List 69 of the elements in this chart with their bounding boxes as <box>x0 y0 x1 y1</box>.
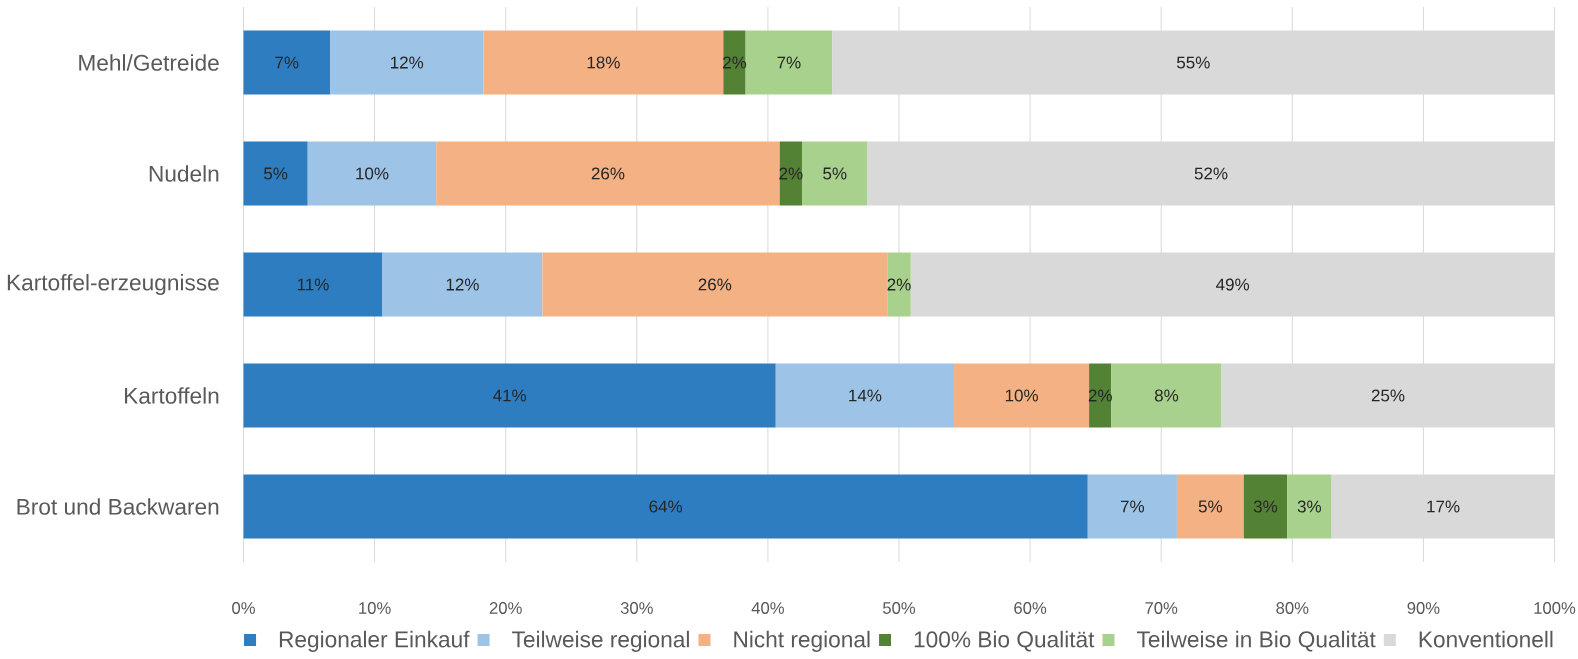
bar <box>330 30 484 95</box>
x-tick-label: 20% <box>489 602 522 614</box>
bar <box>542 252 888 317</box>
data-label: 3% <box>1297 500 1322 513</box>
x-tick-label: 100% <box>1534 602 1576 614</box>
y-tick-label: Mehl/Getreide <box>79 54 219 71</box>
bar <box>243 252 383 317</box>
data-label: 10% <box>356 167 389 180</box>
x-tick-label: 0% <box>232 602 255 614</box>
data-label: 25% <box>1371 389 1405 402</box>
x-tick-label: 40% <box>751 602 784 614</box>
bar <box>1111 363 1222 428</box>
x-tick-label: 80% <box>1276 602 1309 614</box>
data-label: 26% <box>698 278 732 291</box>
legend-label: Regionaler Einkauf <box>279 630 470 652</box>
bar <box>1087 474 1177 539</box>
bar <box>243 363 776 428</box>
data-label: 12% <box>391 56 424 69</box>
data-label: 11% <box>297 278 329 291</box>
data-label: 7% <box>777 56 801 69</box>
bar <box>483 30 724 95</box>
bar <box>1287 474 1332 539</box>
y-tick-label: Nudeln <box>149 165 219 182</box>
x-tick-label: 50% <box>882 602 916 614</box>
data-label: 3% <box>1253 500 1278 513</box>
legend-label: 100% Bio Qualität <box>914 630 1095 652</box>
data-label: 10% <box>1005 389 1038 402</box>
bar <box>382 252 543 317</box>
data-label: 8% <box>1154 389 1179 402</box>
data-label: 64% <box>649 500 683 513</box>
data-label: 2% <box>887 278 911 291</box>
x-tick-label: 90% <box>1407 602 1440 614</box>
bar <box>243 30 331 95</box>
legend-label: Konventionell <box>1419 630 1553 648</box>
x-tick-label: 70% <box>1145 602 1178 614</box>
legend-label: Teilweise in Bio Qualität <box>1136 630 1376 652</box>
bar <box>745 30 833 95</box>
bar <box>243 141 308 206</box>
bar <box>954 363 1090 428</box>
data-label: 5% <box>264 167 288 180</box>
legend-label: Nicht regional <box>734 630 870 652</box>
data-label: 7% <box>1120 500 1145 513</box>
data-label: 26% <box>591 167 625 180</box>
legend-label: Teilweise regional <box>512 630 689 652</box>
data-label: 52% <box>1194 167 1228 180</box>
bar <box>1176 474 1244 539</box>
data-label: 5% <box>1198 500 1223 513</box>
bar <box>801 141 868 206</box>
x-tick-label: 30% <box>620 602 653 614</box>
x-tick-label: 10% <box>359 602 391 614</box>
bar <box>887 252 911 317</box>
data-label: 49% <box>1216 278 1250 291</box>
data-label: 17% <box>1427 500 1460 513</box>
data-label: 18% <box>587 56 620 69</box>
y-tick-label: Brot und Backwaren <box>17 498 219 515</box>
y-tick-label: Kartoffeln <box>125 387 219 404</box>
bar <box>1243 474 1288 539</box>
bar <box>775 363 955 428</box>
data-label: 7% <box>275 56 299 69</box>
data-label: 12% <box>446 278 479 291</box>
data-label: 55% <box>1177 56 1210 69</box>
data-label: 5% <box>823 167 847 180</box>
x-tick-label: 60% <box>1014 602 1047 614</box>
y-tick-label: Kartoffel-erzeugnisse <box>7 273 219 296</box>
bar <box>243 474 1088 539</box>
data-label: 41% <box>493 389 527 402</box>
bar <box>436 141 780 206</box>
data-label: 14% <box>849 389 882 402</box>
bar <box>307 141 437 206</box>
